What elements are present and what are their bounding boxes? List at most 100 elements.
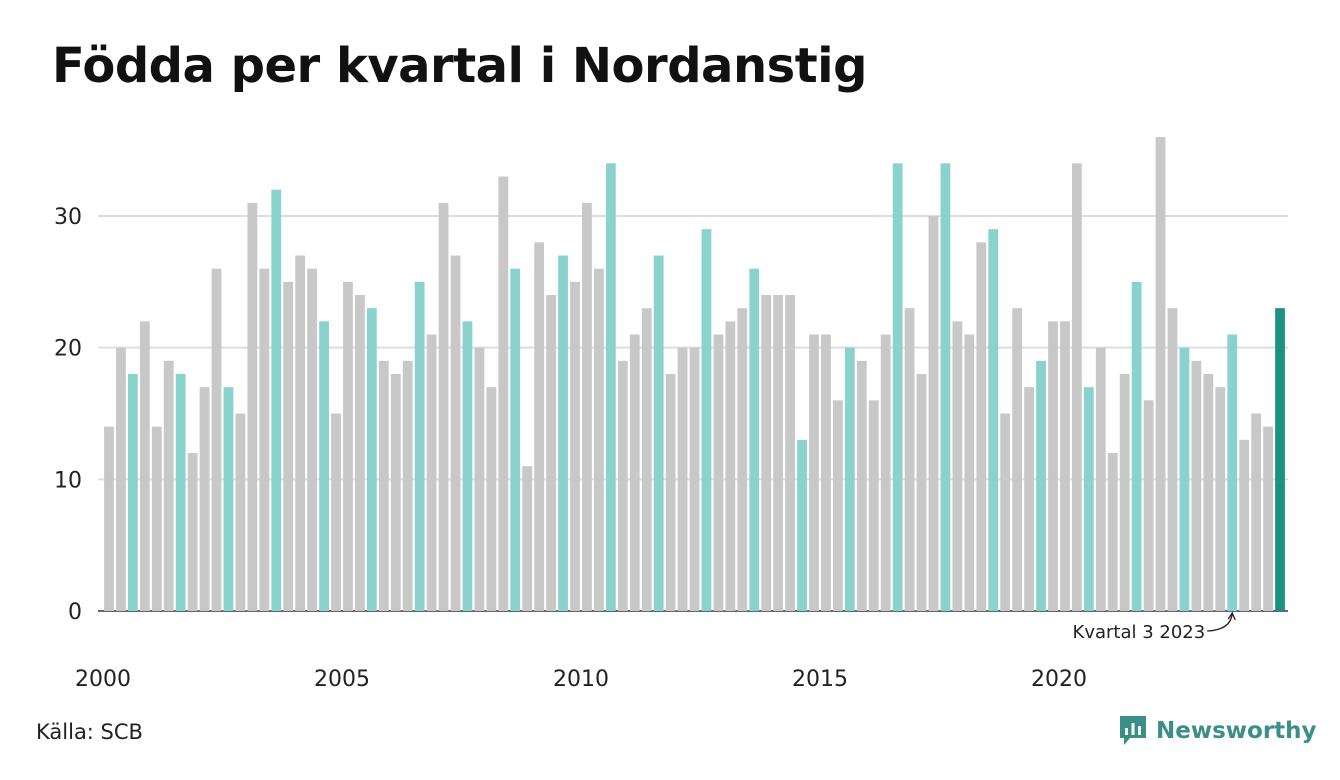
bar <box>307 268 318 611</box>
bar <box>223 387 234 611</box>
y-tick-label: 30 <box>54 205 82 230</box>
bar <box>116 347 126 611</box>
bar <box>976 242 987 612</box>
bar <box>366 308 377 611</box>
bar <box>175 374 186 611</box>
bar <box>1107 453 1118 611</box>
bar <box>414 281 425 611</box>
bar <box>1071 163 1082 612</box>
bar <box>187 453 198 611</box>
bar <box>605 163 616 612</box>
x-tick-label: 2005 <box>314 667 370 692</box>
bar <box>295 255 306 611</box>
bar <box>641 308 652 611</box>
bar <box>1167 308 1178 611</box>
bar <box>1227 334 1238 611</box>
chart-title: Födda per kvartal i Nordanstig <box>52 38 867 94</box>
bar <box>1024 387 1034 611</box>
bar <box>1251 413 1262 611</box>
bar <box>1036 360 1046 611</box>
bar <box>450 255 461 611</box>
bar <box>1131 281 1142 611</box>
annotation-arrowhead <box>1227 611 1236 621</box>
bar <box>355 295 365 611</box>
bar <box>821 334 831 611</box>
bar <box>235 413 246 611</box>
bar <box>139 321 150 611</box>
bars <box>104 137 1285 612</box>
bar <box>964 334 975 611</box>
bar <box>988 229 999 611</box>
bar <box>522 466 533 611</box>
bar <box>486 387 497 611</box>
bar <box>844 347 855 611</box>
bar <box>1215 387 1226 611</box>
bar <box>1263 426 1273 611</box>
annotation-label: Kvartal 3 2023 <box>1073 622 1206 643</box>
bar <box>916 374 927 611</box>
y-tick-label: 20 <box>54 337 82 362</box>
bar <box>474 347 485 611</box>
annotation: Kvartal 3 2023 <box>1073 611 1236 643</box>
bar <box>534 242 545 612</box>
bar <box>582 202 592 612</box>
y-axis-ticks: 0 10 20 30 <box>54 205 82 625</box>
bar <box>127 374 138 611</box>
bar <box>402 360 413 611</box>
bar <box>1095 347 1106 611</box>
bar <box>749 268 760 611</box>
bar <box>868 400 879 611</box>
bar <box>1143 400 1154 611</box>
x-tick-label: 2015 <box>792 667 848 692</box>
bar <box>1083 387 1094 611</box>
bar <box>713 334 724 611</box>
x-tick-label: 2010 <box>553 667 609 692</box>
bar <box>343 281 353 611</box>
y-tick-label: 10 <box>54 468 82 493</box>
bar <box>546 295 557 611</box>
bar <box>331 413 341 611</box>
bar <box>677 347 688 611</box>
bar <box>1119 374 1130 611</box>
bar <box>378 360 389 611</box>
bar <box>163 360 174 611</box>
newsworthy-icon <box>1120 716 1146 745</box>
bar <box>199 387 210 611</box>
bar <box>558 255 568 611</box>
bar <box>785 295 795 611</box>
bar <box>1179 347 1190 611</box>
bar <box>510 268 521 611</box>
bar <box>570 281 580 611</box>
bar <box>892 163 903 612</box>
bar <box>1203 374 1214 611</box>
bar <box>438 202 449 612</box>
bar <box>390 374 401 611</box>
bar <box>426 334 437 611</box>
bar <box>259 268 270 611</box>
bar <box>1060 321 1070 611</box>
bar <box>856 360 867 611</box>
x-axis-ticks: 2000 2005 2010 2015 2020 <box>75 667 1087 692</box>
bar <box>940 163 951 612</box>
bar <box>928 216 939 611</box>
bar <box>952 321 963 611</box>
brand-name: Newsworthy <box>1156 718 1317 744</box>
bar <box>1239 439 1250 611</box>
bar <box>737 308 748 611</box>
bar <box>773 295 784 611</box>
bar <box>689 347 700 611</box>
bar <box>725 321 736 611</box>
bar <box>701 229 712 611</box>
bar <box>809 334 819 611</box>
bar <box>761 295 772 611</box>
bar <box>653 255 664 611</box>
bar <box>1048 321 1058 611</box>
bar <box>832 400 843 611</box>
bar <box>151 426 162 611</box>
source-label: Källa: SCB <box>36 720 143 744</box>
bar <box>594 268 604 611</box>
bar <box>211 268 222 611</box>
bar <box>104 426 114 611</box>
bar <box>1012 308 1023 611</box>
